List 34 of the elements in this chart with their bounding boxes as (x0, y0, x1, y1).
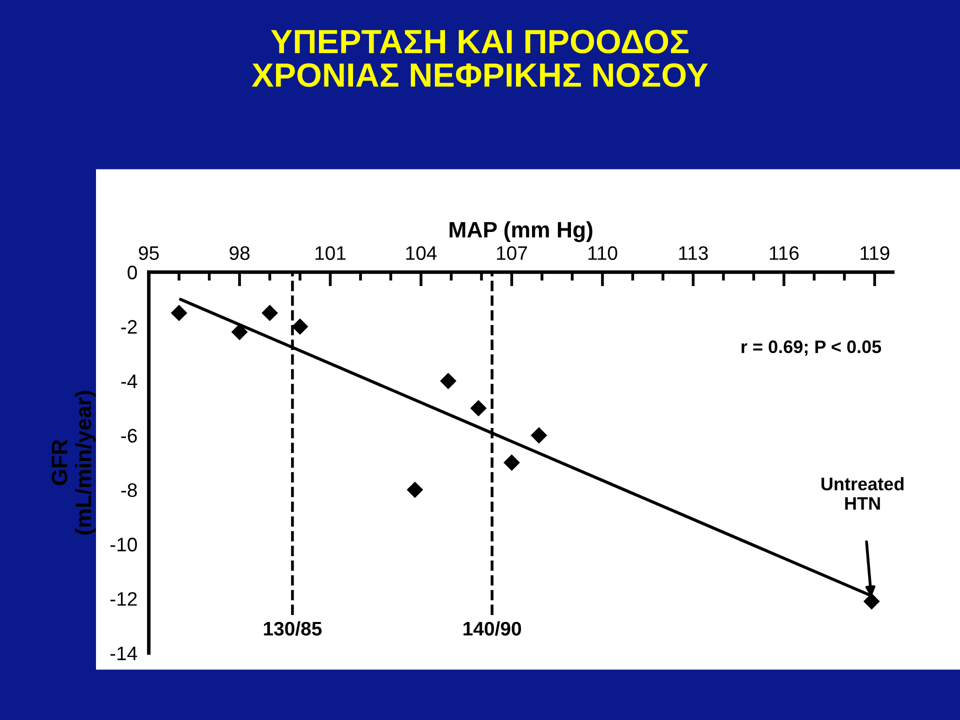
x-tick-label: 107 (496, 246, 527, 260)
point (470, 400, 487, 416)
annotation: 130/85 (264, 621, 322, 636)
y-tick-label: -2 (121, 320, 137, 334)
annotation: Untreated HTN (822, 477, 904, 510)
x-tick-label: 119 (860, 246, 890, 260)
y-tick-label: -8 (121, 483, 137, 498)
y-tick-label: -4 (121, 374, 138, 388)
y-tick-label: -10 (110, 538, 137, 552)
point (406, 482, 424, 498)
x-tick-label: 104 (406, 246, 437, 260)
y-tick-label: -6 (121, 428, 137, 443)
point (231, 324, 248, 340)
point (262, 304, 278, 322)
y-tick-label: -12 (110, 592, 137, 606)
point (292, 318, 308, 335)
x-tick-label: 110 (588, 246, 618, 260)
chart-title: ΥΠΕΡΤΑΣΗ ΚΑΙ ΠΡΟΟΔΟΣ ΧΡΟΝΙΑΣ ΝΕΦΡΙΚΗΣ ΝΟΣΟΥ (252, 30, 708, 87)
x-tick-label: 101 (316, 246, 346, 260)
x-tick-label: 113 (679, 246, 708, 260)
annotation: r = 0.69; P < 0.05 (742, 340, 882, 356)
x-tick-label: 116 (770, 246, 799, 260)
point (530, 427, 548, 444)
y-tick-label: 0 (128, 266, 137, 280)
point (440, 372, 456, 390)
point (504, 454, 520, 471)
point (170, 304, 188, 322)
y-tick-label: -14 (110, 646, 138, 660)
y-axis-title: GFR (mL/min/year) (52, 390, 96, 534)
x-axis-title: MAP (mm Hg) (450, 221, 592, 242)
annotation: 140/90 (464, 621, 522, 636)
point (863, 593, 880, 610)
x-tick-label: 95 (138, 246, 159, 260)
x-tick-label: 98 (230, 246, 250, 260)
